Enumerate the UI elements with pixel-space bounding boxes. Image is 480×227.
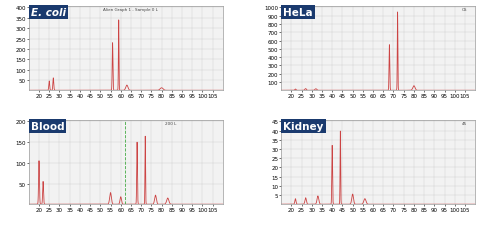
Text: CS: CS (462, 8, 467, 12)
Text: HeLa: HeLa (283, 8, 312, 18)
Text: 45: 45 (462, 121, 467, 125)
Text: Kidney: Kidney (283, 121, 324, 131)
Text: 200 L: 200 L (165, 121, 176, 125)
Text: Alien Graph 1 - Sample 0 L: Alien Graph 1 - Sample 0 L (103, 8, 157, 12)
Text: Blood: Blood (31, 121, 64, 131)
Text: E. coli: E. coli (31, 8, 66, 18)
